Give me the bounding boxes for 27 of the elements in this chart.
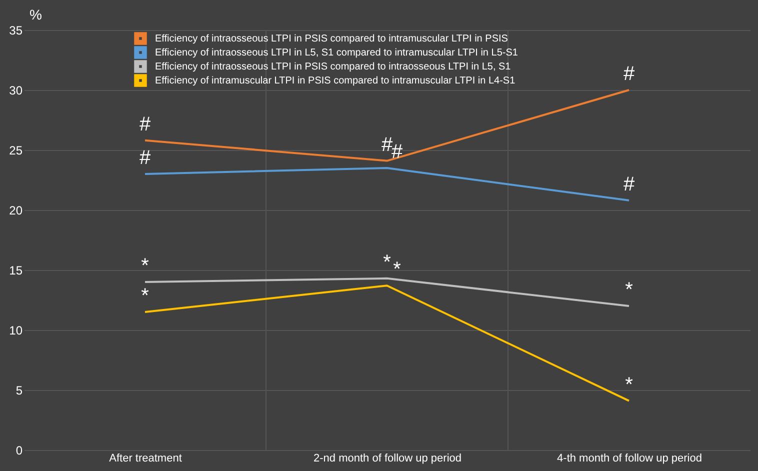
x-tick-label: 4-th month of follow up period xyxy=(557,452,702,464)
legend-label: Efficiency of intramuscular LTPI in PSIS compared to intramuscular LTPI in L4-S1 xyxy=(155,76,516,86)
annotation: # xyxy=(139,113,152,136)
x-tick-label: 2-nd month of follow up period xyxy=(314,452,462,464)
annotation: * xyxy=(393,258,402,281)
annotation: * xyxy=(383,251,392,274)
annotation: # xyxy=(391,141,404,163)
annotation: * xyxy=(625,374,634,396)
annotation: * xyxy=(141,255,150,277)
y-tick-label: 35 xyxy=(9,24,23,38)
y-tick-label: 5 xyxy=(16,384,23,398)
legend-label: Efficiency of intraosseous LTPI in PSIS compared to intraosseous LTPI in L5, S1 xyxy=(155,62,512,72)
legend-label: Efficiency of intraosseous LTPI in L5, S1 compared to intramuscular LTPI in L5-S1 xyxy=(155,48,518,58)
y-tick-label: 20 xyxy=(9,204,23,218)
annotation: * xyxy=(625,279,634,301)
y-tick-label: 0 xyxy=(16,444,23,458)
y-tick-label: 15 xyxy=(9,264,23,278)
annotation: # xyxy=(139,147,152,169)
x-tick-label: After treatment xyxy=(109,452,182,464)
y-tick-label: 30 xyxy=(9,84,23,98)
annotation: * xyxy=(141,285,150,307)
legend-label: Efficiency of intraosseous LTPI in PSIS compared to intramuscular LTPI in PSIS xyxy=(155,34,508,44)
y-tick-label: 10 xyxy=(9,324,23,338)
annotation: # xyxy=(623,63,636,85)
annotation: # xyxy=(623,173,636,196)
y-tick-label: 25 xyxy=(9,144,23,158)
y-axis-title: % xyxy=(30,6,42,22)
